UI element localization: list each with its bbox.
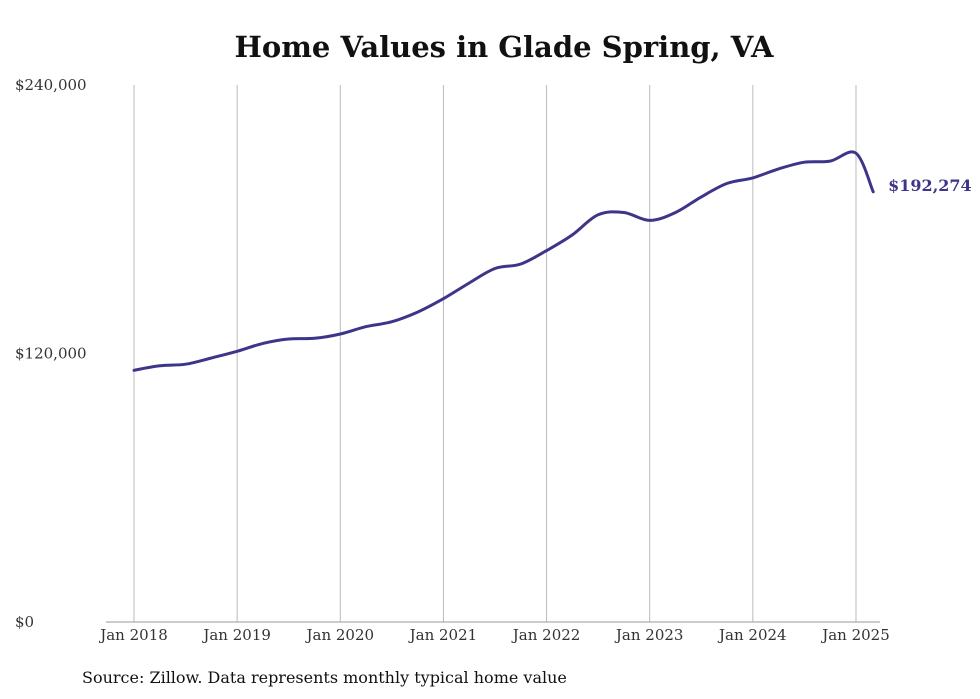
y-tick-label: $0 (15, 613, 34, 631)
chart-title: Home Values in Glade Spring, VA (234, 30, 774, 64)
x-tick-label: Jan 2019 (201, 626, 271, 644)
x-tick-label: Jan 2023 (614, 626, 684, 644)
grid-lines (133, 85, 857, 622)
x-tick-label: Jan 2024 (717, 626, 787, 644)
series-layer (132, 150, 875, 372)
chart-svg: $0$120,000$240,000 Jan 2018 Jan 2019 Jan 2… (15, 76, 972, 644)
y-axis-ticks: $0 $120,000 $240,000 (15, 76, 87, 631)
x-tick-label: Jan 2018 (98, 626, 168, 644)
x-tick-label: Jan 2025 (820, 626, 890, 644)
y-tick-label: $120,000 (15, 345, 87, 363)
series-line (132, 150, 875, 372)
y-tick-label: $240,000 (15, 76, 87, 94)
x-tick-label: Jan 2020 (304, 626, 374, 644)
end-value-label: $192,274 (888, 176, 972, 195)
x-tick-label: Jan 2021 (408, 626, 478, 644)
chart-source: Source: Zillow. Data represents monthly … (82, 668, 567, 687)
x-tick-label: Jan 2022 (511, 626, 581, 644)
x-axis-ticks: Jan 2018 Jan 2019 Jan 2020 Jan 2021 Jan 2022… (98, 626, 890, 644)
data-labels: $192,274 (888, 176, 972, 195)
